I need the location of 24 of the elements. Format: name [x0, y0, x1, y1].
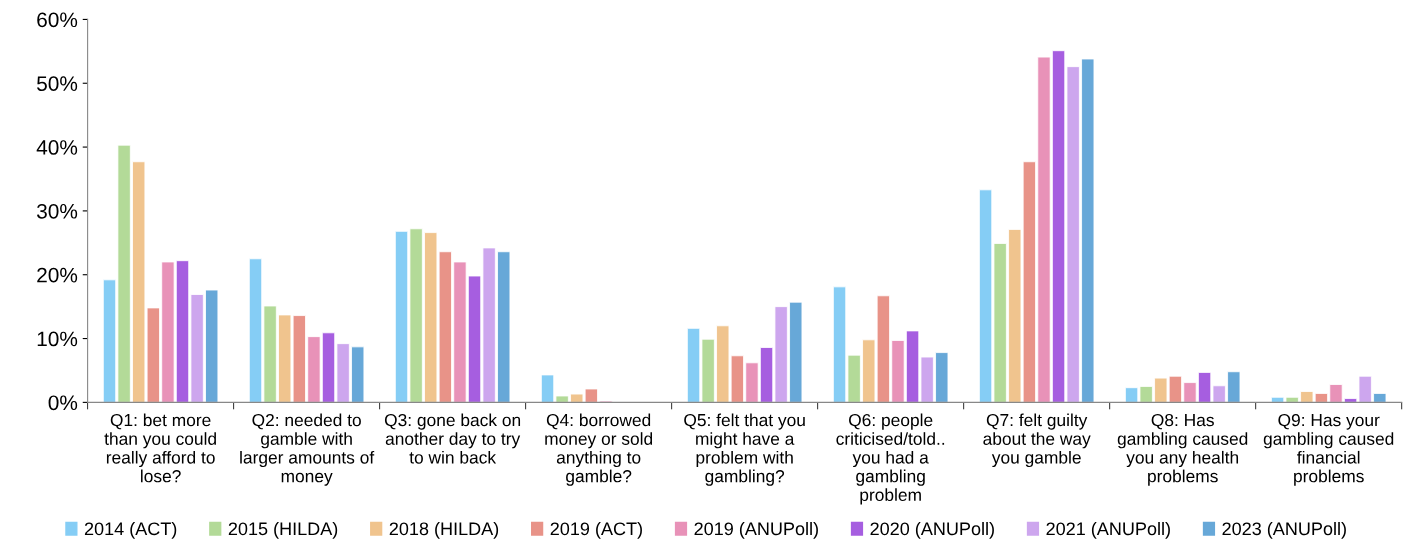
y-tick-label: 20%	[37, 267, 78, 283]
legend-label: 2018 (HILDA)	[389, 521, 499, 539]
x-tick-label: Q8: Has gambling caused you any health problems	[1117, 413, 1248, 486]
y-tick-label: 50%	[37, 76, 78, 91]
y-tick-label: 10%	[37, 331, 78, 347]
y-tick-label: 0%	[48, 395, 78, 411]
y-tick-label: 60%	[37, 12, 78, 28]
legend-label: 2014 (ACT)	[84, 521, 177, 539]
x-tick-label: Q7: felt guilty about the way you gamble	[983, 413, 1091, 468]
y-tick-label: 30%	[36, 203, 78, 219]
legend-label: 2020 (ANUPoll)	[870, 521, 994, 539]
y-tick-label: 40%	[36, 140, 78, 155]
legend-label: 2019 (ACT)	[550, 521, 642, 539]
legend-label: 2021 (ANUPoll)	[1046, 521, 1170, 539]
x-tick-label: Q3: gone back on another day to try to win back	[384, 413, 521, 464]
x-tick-label: Q6: people criticised/told.. you had a gambling problem	[836, 413, 945, 505]
legend-label: 2023 (ANUPoll)	[1222, 521, 1346, 539]
x-tick-label: Q2: needed to gamble with larger amounts of money	[240, 413, 375, 486]
x-tick-label: Q1: bet more than you could really afford to lose?	[104, 413, 216, 483]
x-tick-label: Q9: Has your gambling caused financial problems	[1263, 413, 1394, 486]
legend-label: 2019 (ANUPoll)	[694, 521, 818, 539]
legend-label: 2015 (HILDA)	[228, 521, 338, 539]
x-tick-label: Q5: felt that you might have a problem with gambling?	[684, 413, 805, 486]
x-tick-label: Q4: borrowed money or sold anything to gamble?	[545, 413, 653, 486]
